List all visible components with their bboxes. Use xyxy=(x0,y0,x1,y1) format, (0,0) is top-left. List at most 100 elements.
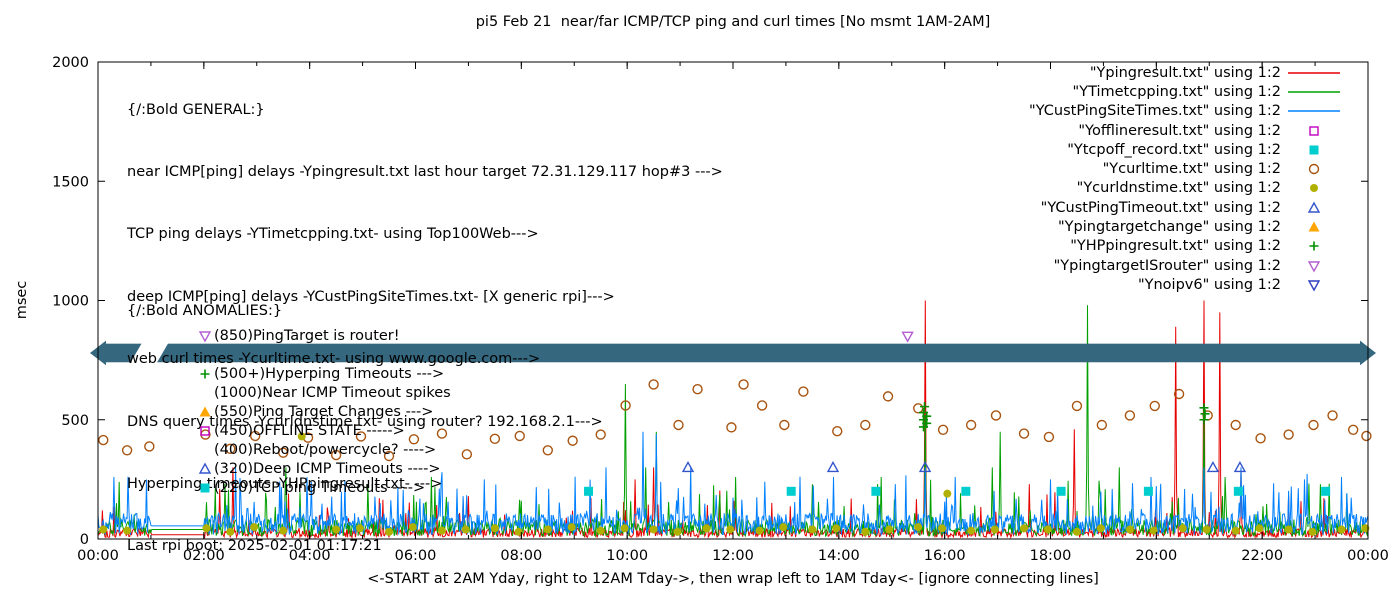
legend-label: "YpingtargetISrouter" using 1:2 xyxy=(1053,257,1281,274)
svg-text:04:00: 04:00 xyxy=(289,548,331,564)
triangle-filled-icon xyxy=(197,403,214,421)
series-YCustPingSiteTimes xyxy=(97,431,1369,537)
svg-text:1500: 1500 xyxy=(52,174,89,190)
series-YCustPingTimeout xyxy=(681,461,1247,473)
general-line: TCP ping delays -YTimetcpping.txt- using… xyxy=(127,226,539,243)
general-line: near ICMP[ping] delays -Ypingresult.txt … xyxy=(127,163,723,180)
triangle-open-icon xyxy=(1286,199,1342,217)
circle-open-icon xyxy=(1286,160,1342,178)
legend-item: "YCustPingTimeout.txt" using 1:2 xyxy=(1029,198,1342,217)
legend-item: "Ycurldnstime.txt" using 1:2 xyxy=(1029,179,1342,198)
svg-text:2000: 2000 xyxy=(52,55,89,71)
svg-text:02:00: 02:00 xyxy=(183,548,225,564)
legend-item: "YTimetcpping.txt" using 1:2 xyxy=(1029,82,1342,101)
anomaly-text: (320)Deep ICMP Timeouts ----> xyxy=(214,460,441,477)
svg-text:12:00: 12:00 xyxy=(712,548,754,564)
anomaly-row: (220)TCP ping Timeouts ----> xyxy=(197,478,425,497)
svg-text:0: 0 xyxy=(80,532,89,548)
plus-icon xyxy=(197,365,214,383)
svg-text:00:00: 00:00 xyxy=(1347,548,1389,564)
nabla-open-icon xyxy=(1286,276,1342,294)
square-filled-icon xyxy=(1286,141,1342,159)
chart-title: pi5 Feb 21 near/far ICMP/TCP ping and cu… xyxy=(475,14,991,30)
anomaly-row: (550)Ping Target Changes ---> xyxy=(197,402,433,421)
square-open-icon xyxy=(1286,122,1342,140)
legend-label: "YTimetcpping.txt" using 1:2 xyxy=(1072,83,1281,100)
anomaly-text: (450)OFFLINE STATE -----> xyxy=(214,422,405,439)
legend-label: "YCustPingSiteTimes.txt" using 1:2 xyxy=(1029,103,1281,120)
triangle-open-icon xyxy=(197,460,214,478)
router-band xyxy=(90,340,1376,366)
plus-icon xyxy=(1286,237,1342,255)
legend-label: "Ypingtargetchange" using 1:2 xyxy=(1058,219,1281,236)
series-Ytcpoff_record xyxy=(584,486,1331,496)
series-Ycurldnstime xyxy=(99,432,1370,536)
anomaly-row: (850)PingTarget is router! xyxy=(197,326,400,345)
anomaly-text: (220)TCP ping Timeouts ----> xyxy=(214,479,426,496)
legend-item: "Ynoipv6" using 1:2 xyxy=(1029,275,1342,294)
anomaly-row: (320)Deep ICMP Timeouts ----> xyxy=(197,459,441,478)
legend-item: "Yofflineresult.txt" using 1:2 xyxy=(1029,121,1342,140)
general-line: DNS query times -Ycurldnstime.txt- using… xyxy=(127,413,603,430)
anomaly-text: (550)Ping Target Changes ---> xyxy=(214,403,434,420)
svg-text:1000: 1000 xyxy=(52,294,89,310)
general-line: {/:Bold GENERAL:} xyxy=(127,101,265,118)
nabla-open-icon xyxy=(197,327,214,345)
circle-filled-icon xyxy=(1286,179,1342,197)
anomaly-text: (850)PingTarget is router! xyxy=(214,327,400,344)
general-line: deep ICMP[ping] delays -YCustPingSiteTim… xyxy=(127,288,615,305)
svg-text:22:00: 22:00 xyxy=(1241,548,1283,564)
anomaly-row: (500+)Hyperping Timeouts ---> xyxy=(197,364,444,383)
anomaly-row: (400)Reboot/powercycle? ----> xyxy=(197,440,436,459)
no-icon xyxy=(197,384,214,402)
svg-text:20:00: 20:00 xyxy=(1135,548,1177,564)
legend-item: "YCustPingSiteTimes.txt" using 1:2 xyxy=(1029,102,1342,121)
legend-item: "Ytcpoff_record.txt" using 1:2 xyxy=(1029,140,1342,159)
svg-text:08:00: 08:00 xyxy=(500,548,542,564)
legend-item: "YpingtargetISrouter" using 1:2 xyxy=(1029,256,1342,275)
green-line-sample-icon xyxy=(1286,83,1342,101)
legend-item: "Ycurltime.txt" using 1:2 xyxy=(1029,159,1342,178)
triangle-filled-icon xyxy=(1286,218,1342,236)
legend-label: "Ycurltime.txt" using 1:2 xyxy=(1102,161,1281,178)
series-YpingtargetISrouter xyxy=(901,331,914,343)
x-axis-label: <-START at 2AM Yday, right to 12AM Tday-… xyxy=(367,571,1099,587)
anomaly-text: (500+)Hyperping Timeouts ---> xyxy=(214,365,445,382)
series-Ycurltime xyxy=(98,379,1372,462)
y-axis-label: msec xyxy=(14,280,30,320)
axes-frame: 0 500 1000 1500 2000 00:00 02:00 04:00 06:00 08:0… xyxy=(52,55,1389,564)
legend-label: "YHPpingresult.txt" using 1:2 xyxy=(1070,238,1281,255)
anomalies-header: {/:Bold ANOMALIES:} xyxy=(127,303,283,319)
legend-item: "Ypingresult.txt" using 1:2 xyxy=(1029,63,1342,82)
legend-item: "YHPpingresult.txt" using 1:2 xyxy=(1029,237,1342,256)
blue-line-sample-icon xyxy=(1286,102,1342,120)
square-open-icon xyxy=(197,422,214,440)
anomaly-row: (450)OFFLINE STATE -----> xyxy=(197,421,405,440)
series-YHPpingresult xyxy=(919,402,1210,432)
legend-label: "Ytcpoff_record.txt" using 1:2 xyxy=(1067,141,1281,158)
anomaly-text: (400)Reboot/powercycle? ----> xyxy=(214,441,437,458)
red-line-sample-icon xyxy=(1286,64,1342,82)
square-filled-icon xyxy=(197,479,214,497)
svg-text:14:00: 14:00 xyxy=(818,548,860,564)
svg-text:00:00: 00:00 xyxy=(77,548,119,564)
no-icon xyxy=(197,441,214,459)
general-annotations: {/:Bold GENERAL:} near ICMP[ping] delays… xyxy=(127,58,723,600)
anomaly-row: (1000)Near ICMP Timeout spikes xyxy=(197,383,451,402)
legend-label: "Ypingresult.txt" using 1:2 xyxy=(1089,64,1281,81)
legend-item: "Ypingtargetchange" using 1:2 xyxy=(1029,217,1342,236)
anomaly-text: (1000)Near ICMP Timeout spikes xyxy=(214,384,451,401)
svg-text:500: 500 xyxy=(61,413,89,429)
legend-label: "YCustPingTimeout.txt" using 1:2 xyxy=(1040,199,1281,216)
general-line: web curl times -Ycurltime.txt- using www… xyxy=(127,351,541,368)
general-line: Last rpi boot: 2025-02-01 01:17:21 xyxy=(127,538,382,555)
svg-text:16:00: 16:00 xyxy=(924,548,966,564)
nabla-open-icon xyxy=(1286,257,1342,275)
general-line: Hyperping timeouts -YHPpingresult.txt- -… xyxy=(127,475,443,492)
svg-text:10:00: 10:00 xyxy=(606,548,648,564)
legend-label: "Ycurldnstime.txt" using 1:2 xyxy=(1076,180,1281,197)
chart-legend: "Ypingresult.txt" using 1:2 "YTimetcppin… xyxy=(1029,63,1342,295)
svg-text:18:00: 18:00 xyxy=(1030,548,1072,564)
